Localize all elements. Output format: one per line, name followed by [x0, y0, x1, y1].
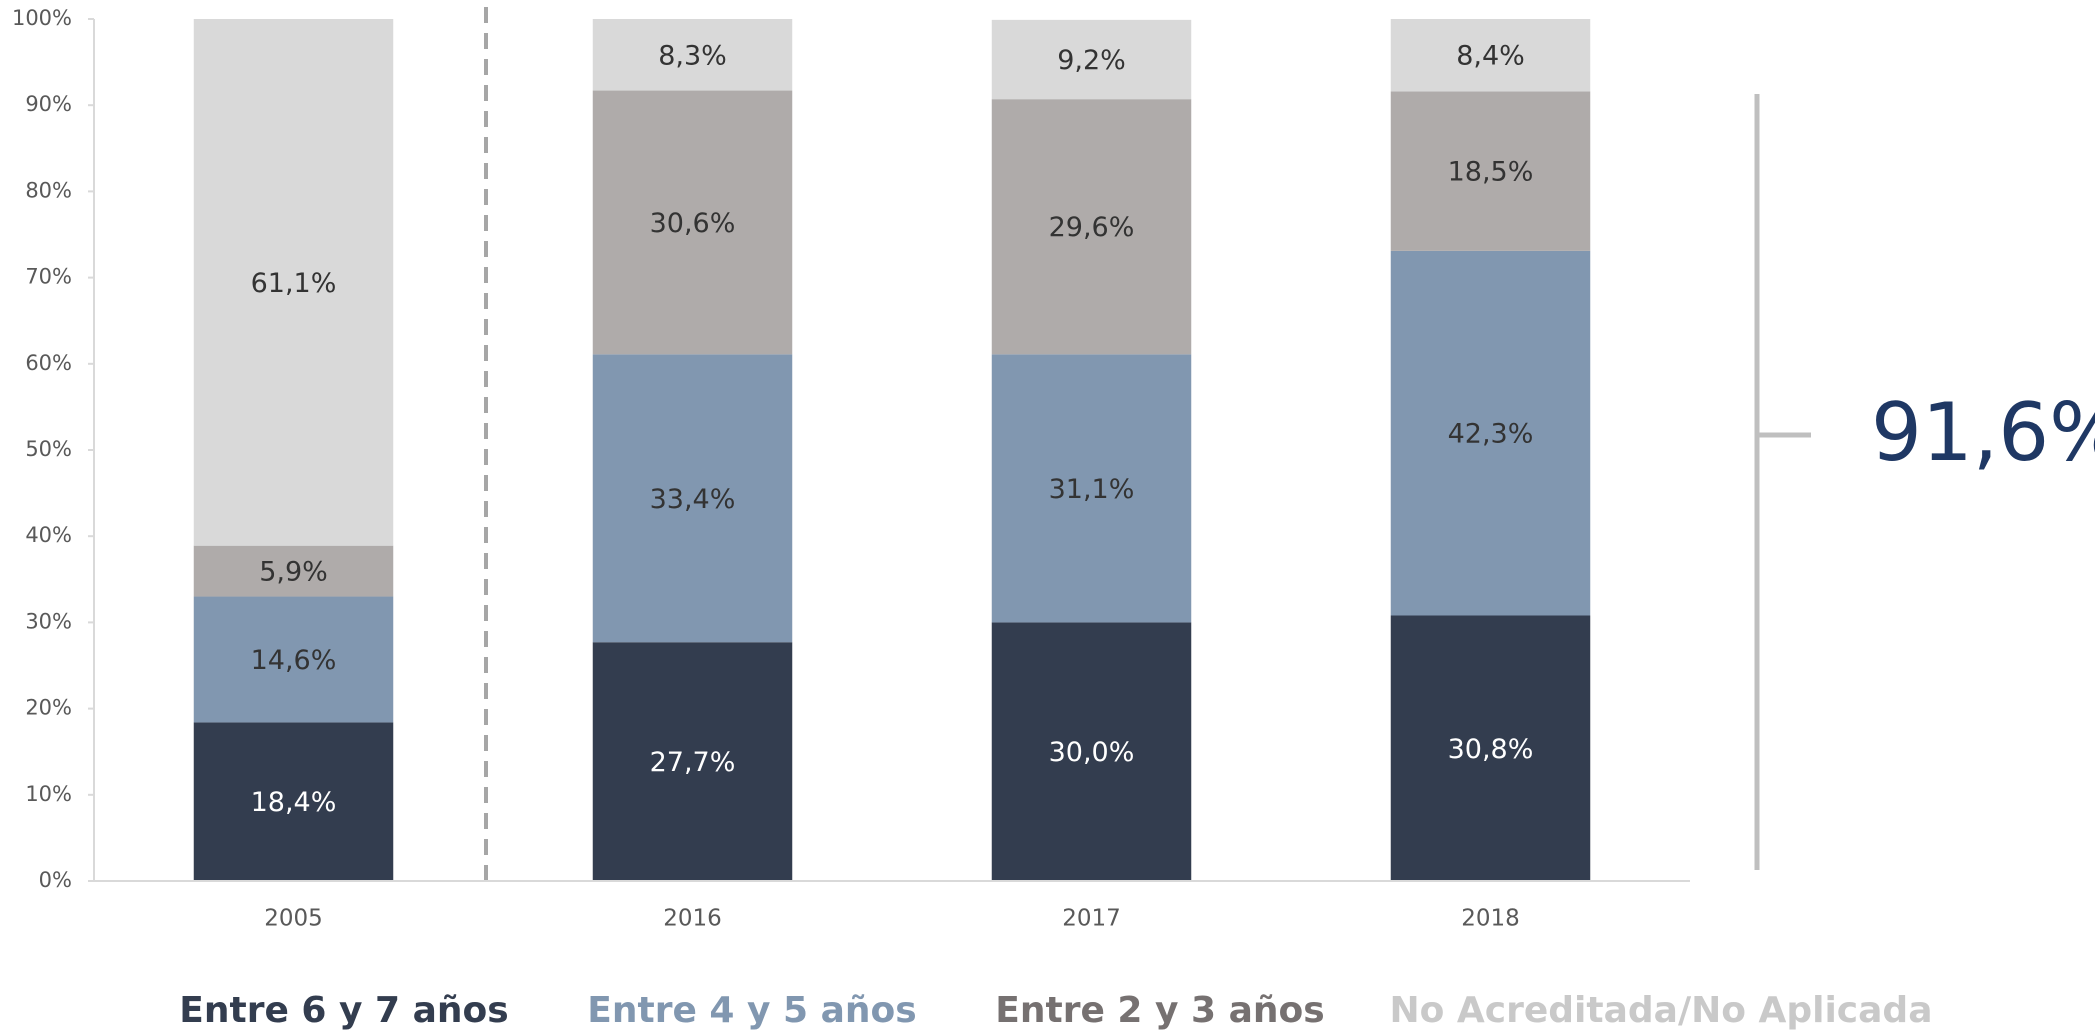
bar-segment — [991, 19, 1192, 100]
value-label: 30,8% — [1448, 734, 1534, 765]
value-label: 42,3% — [1448, 419, 1534, 450]
y-tick-label: 40% — [25, 523, 72, 547]
bar-segment — [193, 19, 394, 546]
bar-segment — [592, 642, 793, 881]
bar-segment — [991, 354, 1192, 623]
x-tick-label: 2018 — [1461, 906, 1520, 932]
annotation: 91,6% — [1871, 386, 2095, 479]
y-tick-label: 70% — [25, 265, 72, 289]
value-label: 27,7% — [650, 747, 736, 778]
value-label: 18,5% — [1448, 157, 1534, 188]
y-tick-label: 80% — [25, 178, 72, 202]
value-label: 30,0% — [1049, 737, 1135, 768]
bar-segment — [193, 722, 394, 881]
legend-entry: Entre 6 y 7 años — [179, 990, 508, 1030]
value-label: 33,4% — [650, 484, 736, 515]
bar-segment — [1390, 250, 1591, 616]
y-tick-label: 10% — [25, 782, 72, 806]
bar-segment — [592, 90, 793, 355]
legend-entry: Entre 2 y 3 años — [995, 990, 1324, 1030]
value-label: 18,4% — [251, 787, 337, 818]
bar-segment — [991, 99, 1192, 355]
legend-entry: Entre 4 y 5 años — [587, 990, 916, 1030]
y-tick-label: 100% — [12, 6, 72, 30]
bar-segment — [592, 19, 793, 91]
bar-segment — [1390, 19, 1591, 92]
y-tick-label: 60% — [25, 351, 72, 375]
bar-segment — [1390, 615, 1591, 881]
value-label: 8,4% — [1456, 41, 1525, 72]
bar-segment — [991, 622, 1192, 881]
value-label: 14,6% — [251, 645, 337, 676]
value-label: 29,6% — [1049, 212, 1135, 243]
value-label: 5,9% — [259, 557, 328, 588]
bar-segment — [1390, 91, 1591, 251]
x-tick-label: 2017 — [1062, 906, 1121, 932]
x-tick-label: 2005 — [264, 906, 323, 932]
y-tick-label: 90% — [25, 92, 72, 116]
value-label: 61,1% — [251, 268, 337, 299]
y-tick-label: 30% — [25, 609, 72, 633]
bar-segment — [592, 354, 793, 643]
x-tick-label: 2016 — [663, 906, 722, 932]
legend-entry: No Acreditada/No Aplicada — [1390, 990, 1933, 1030]
value-label: 8,3% — [658, 40, 727, 71]
y-tick-label: 50% — [25, 437, 72, 461]
bar-segment — [193, 596, 394, 723]
value-label: 9,2% — [1057, 45, 1126, 76]
value-label: 31,1% — [1049, 474, 1135, 505]
bar-segment — [193, 545, 394, 597]
value-label: 30,6% — [650, 208, 736, 239]
y-tick-label: 20% — [25, 696, 72, 720]
y-tick-label: 0% — [39, 868, 72, 892]
